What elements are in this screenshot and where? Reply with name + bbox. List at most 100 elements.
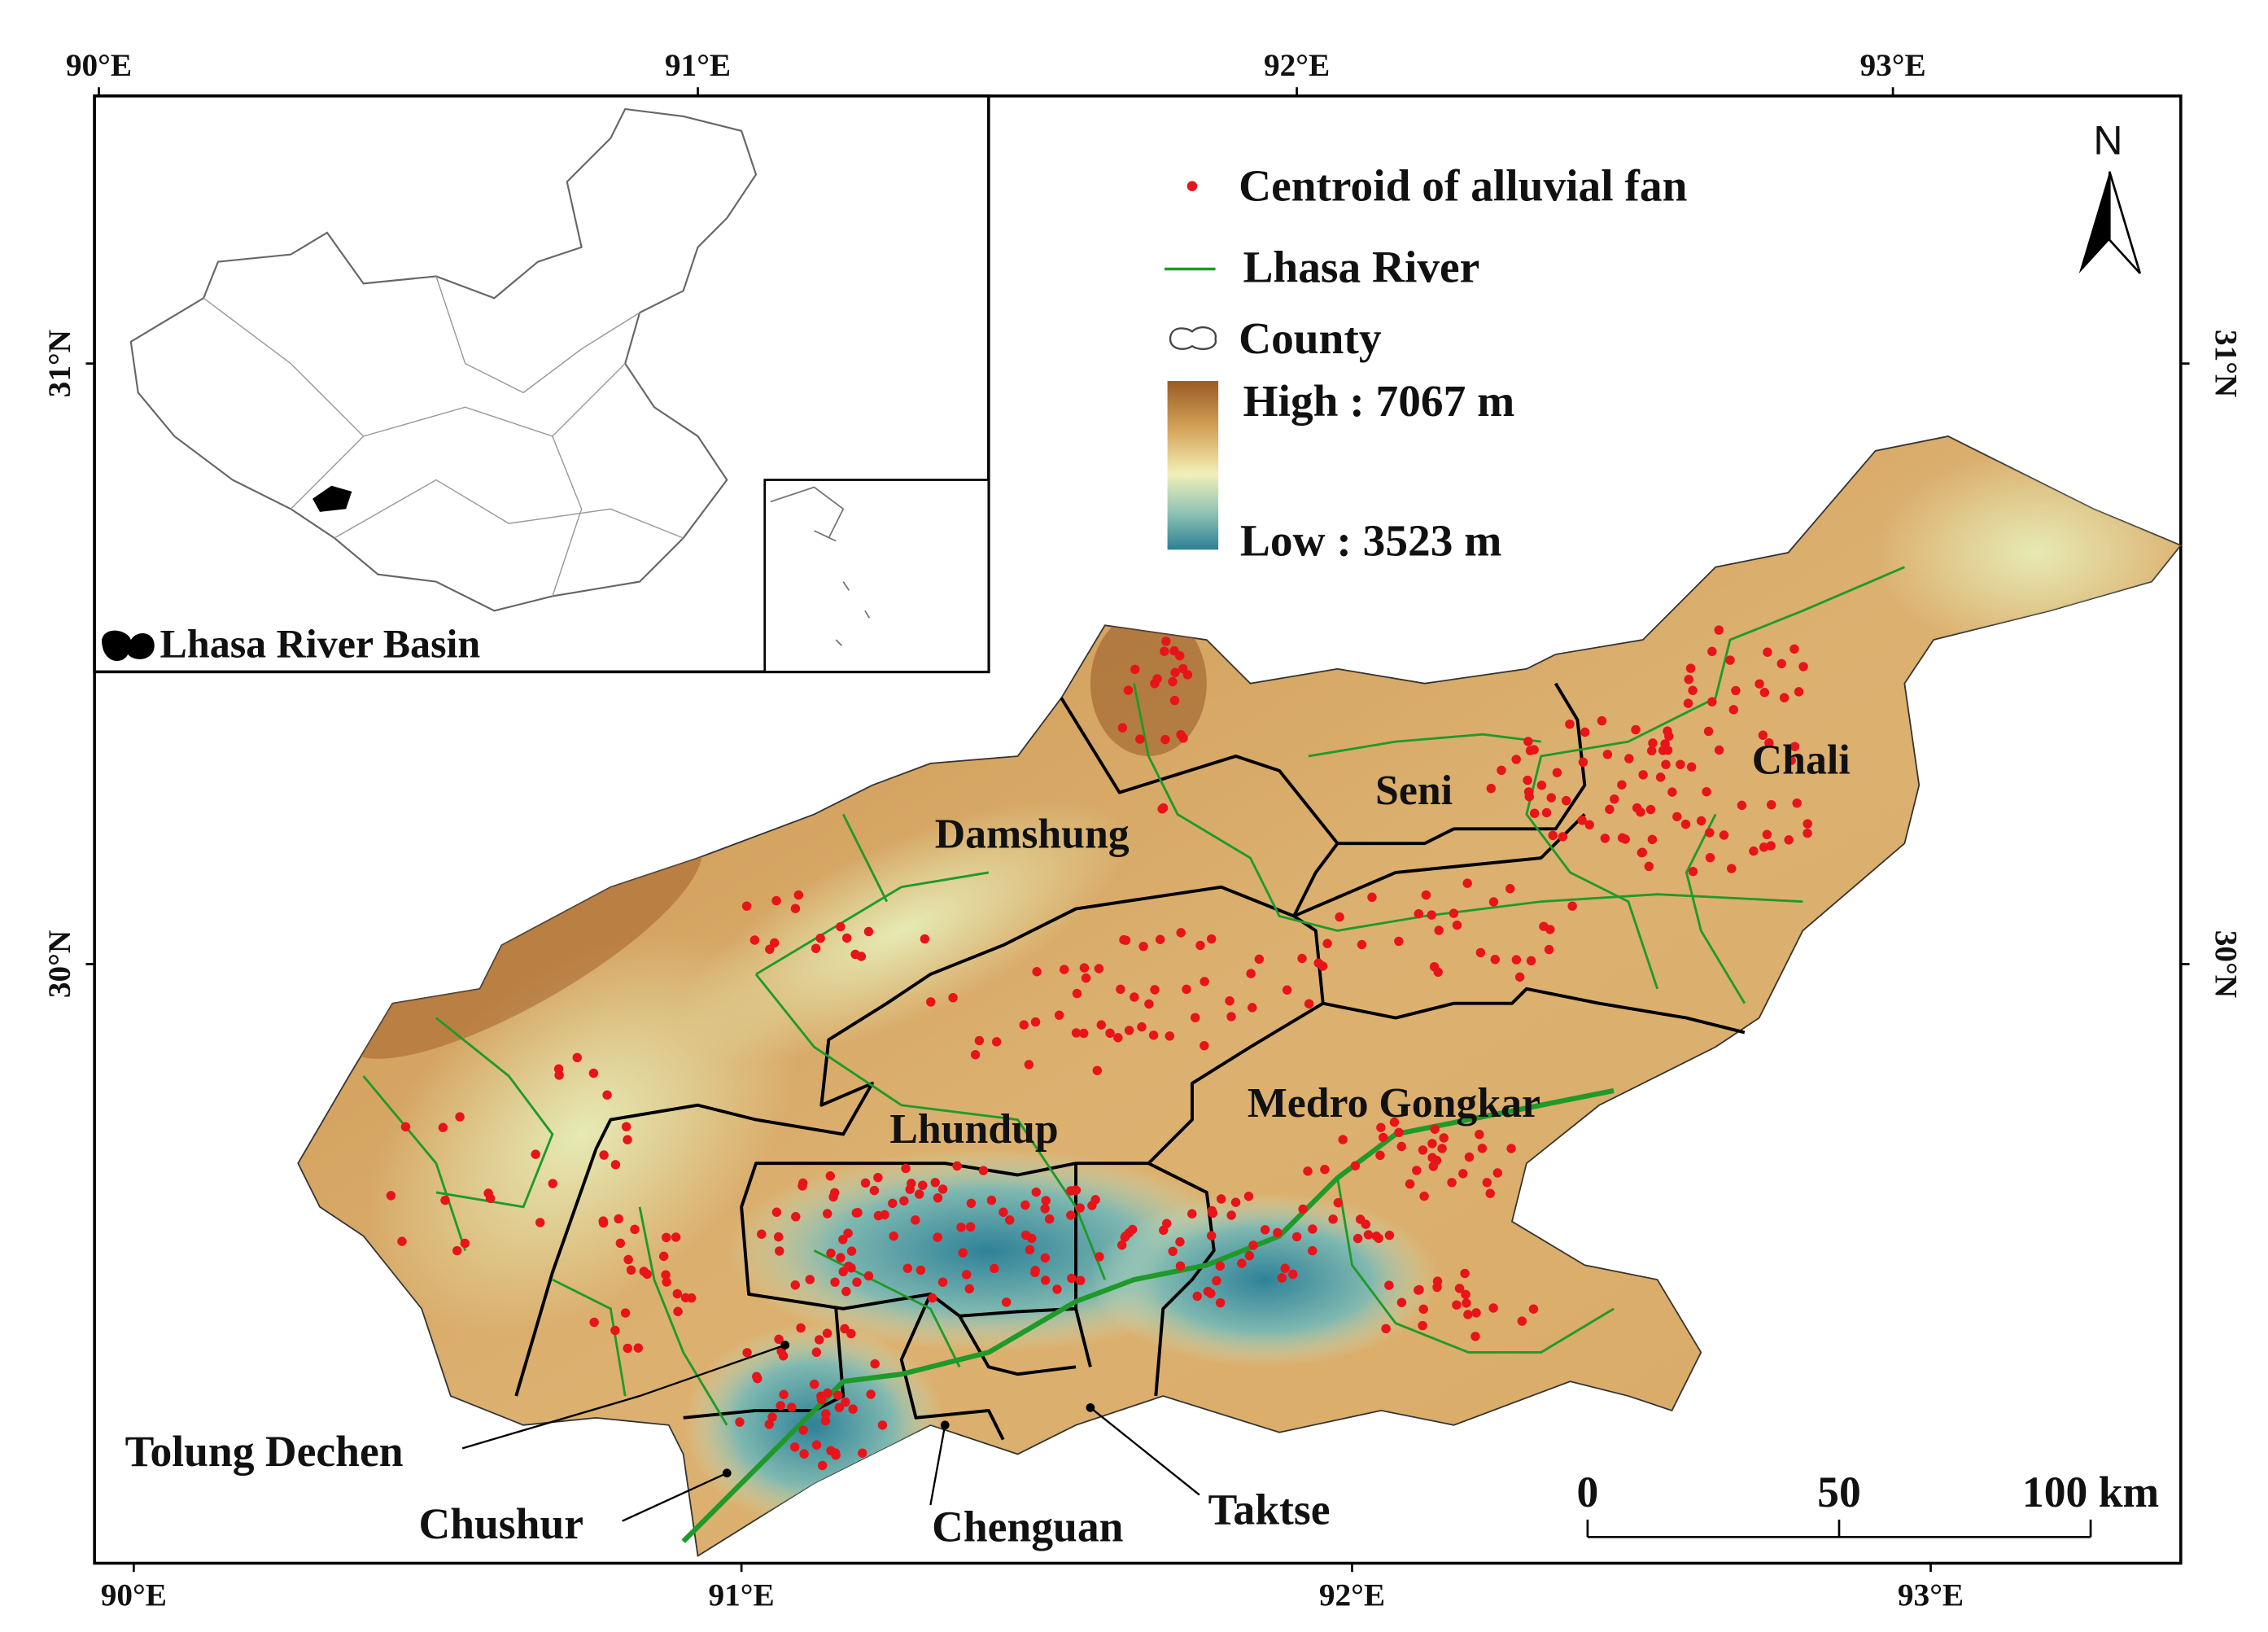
fan-centroid (1597, 715, 1607, 726)
fan-centroid (1333, 1197, 1344, 1208)
fan-centroid (798, 1181, 807, 1191)
fan-centroid (1094, 964, 1104, 974)
fan-centroid (1072, 988, 1082, 999)
fan-centroid (956, 1223, 966, 1232)
fan-centroid (1282, 985, 1292, 995)
fan-centroid (1095, 1252, 1104, 1262)
fan-centroid (1206, 1289, 1216, 1298)
fan-centroid (814, 1335, 824, 1345)
fan-centroid (1434, 925, 1444, 935)
county-name: Seni (1375, 768, 1453, 814)
fan-centroid (905, 1184, 915, 1194)
fan-centroid (1462, 878, 1472, 888)
fan-centroid (1461, 1289, 1470, 1300)
top-label: 91°E (665, 47, 731, 83)
fan-centroid (1357, 939, 1367, 950)
callout-leaders (461, 1344, 1200, 1522)
fan-centroid (1303, 1166, 1313, 1176)
fan-centroid (535, 1218, 545, 1227)
fan-centroid (1378, 1132, 1388, 1143)
fan-centroid (834, 1402, 845, 1412)
basin-locator (312, 485, 352, 512)
fan-centroid (1178, 663, 1188, 674)
fan-centroid (1032, 967, 1042, 977)
fan-centroid (1248, 1240, 1258, 1250)
fan-centroid (1381, 1324, 1391, 1334)
fan-centroid (916, 1265, 926, 1275)
fan-centroid (753, 1373, 763, 1384)
fan-centroid (771, 895, 781, 906)
fan-centroid (1637, 847, 1647, 857)
fan-centroid (877, 1420, 888, 1430)
fan-centroid (1705, 852, 1715, 863)
fan-centroid (914, 1189, 924, 1199)
fan-centroid (1207, 934, 1217, 944)
fan-centroid (1567, 901, 1577, 911)
bottom-label: 91°E (709, 1577, 775, 1612)
fan-centroid (765, 944, 775, 954)
fan-centroid (1338, 1135, 1348, 1144)
legend-county-symbol (1169, 326, 1217, 350)
scale-label: 50 (1817, 1468, 1861, 1516)
fan-centroid (1667, 787, 1677, 797)
fan-centroid (1506, 1144, 1516, 1153)
fan-centroid (1412, 1166, 1422, 1175)
fan-centroid (1260, 1225, 1270, 1235)
fan-centroid (840, 1324, 850, 1334)
inset-label: Lhasa River Basin (160, 621, 481, 667)
fan-centroid (1280, 1263, 1290, 1273)
fan-centroid (790, 904, 801, 913)
fan-centroid (815, 933, 825, 943)
fan-centroid (793, 890, 804, 900)
fan-centroid (1523, 775, 1532, 785)
fan-centroid (659, 1251, 669, 1262)
fan-centroid (671, 1232, 681, 1242)
fan-centroid (630, 1224, 640, 1235)
fan-centroid (1076, 1275, 1086, 1285)
fan-centroid (1355, 1214, 1366, 1224)
fan-centroid (1363, 1230, 1374, 1240)
fan-centroid (899, 1196, 909, 1206)
fan-centroid (791, 1212, 801, 1222)
fan-centroid (841, 1397, 850, 1407)
fan-centroid (1192, 1291, 1202, 1302)
right-label: 31°N (2209, 330, 2244, 397)
fan-centroid (1291, 1232, 1302, 1242)
fan-centroid (1389, 1117, 1400, 1127)
fan-centroid (1631, 724, 1641, 735)
fan-centroid (1405, 1179, 1415, 1189)
fan-centroid (1335, 912, 1344, 922)
fan-centroid (386, 1191, 396, 1201)
county-name: Medro Gongkar (1248, 1080, 1540, 1127)
fan-centroid (1460, 1268, 1470, 1279)
fan-centroid (1636, 807, 1645, 817)
fan-centroid (1789, 742, 1800, 751)
fan-centroid (789, 1442, 800, 1452)
fan-centroid (1040, 1275, 1051, 1285)
fan-centroid (1165, 1031, 1174, 1041)
fan-centroid (1658, 746, 1668, 755)
fan-centroid (1328, 1214, 1338, 1224)
fan-centroid (1686, 762, 1697, 772)
fan-centroid (1216, 1194, 1226, 1204)
fan-centroid (1776, 658, 1786, 669)
scale-label: 100 km (2022, 1468, 2159, 1516)
fan-centroid (1170, 667, 1180, 677)
legend-label: High : 7067 m (1243, 376, 1514, 426)
fan-centroid (1230, 1197, 1241, 1207)
fan-centroid (1421, 890, 1431, 900)
fan-centroid (1079, 963, 1090, 973)
fan-centroid (1482, 1178, 1492, 1188)
county-callout: Tolung Dechen (125, 1427, 404, 1476)
fan-centroid (1488, 1303, 1498, 1313)
fan-centroid (1794, 687, 1804, 697)
fan-centroid (870, 1359, 880, 1369)
fan-centroid (1105, 1028, 1115, 1039)
fan-centroid (1764, 738, 1774, 748)
fan-centroid (588, 1068, 599, 1079)
fan-centroid (1040, 1253, 1051, 1263)
fan-centroid (1371, 1231, 1382, 1241)
fan-centroid (1688, 866, 1698, 877)
fan-centroid (1517, 1316, 1527, 1326)
fan-centroid (1548, 830, 1558, 841)
